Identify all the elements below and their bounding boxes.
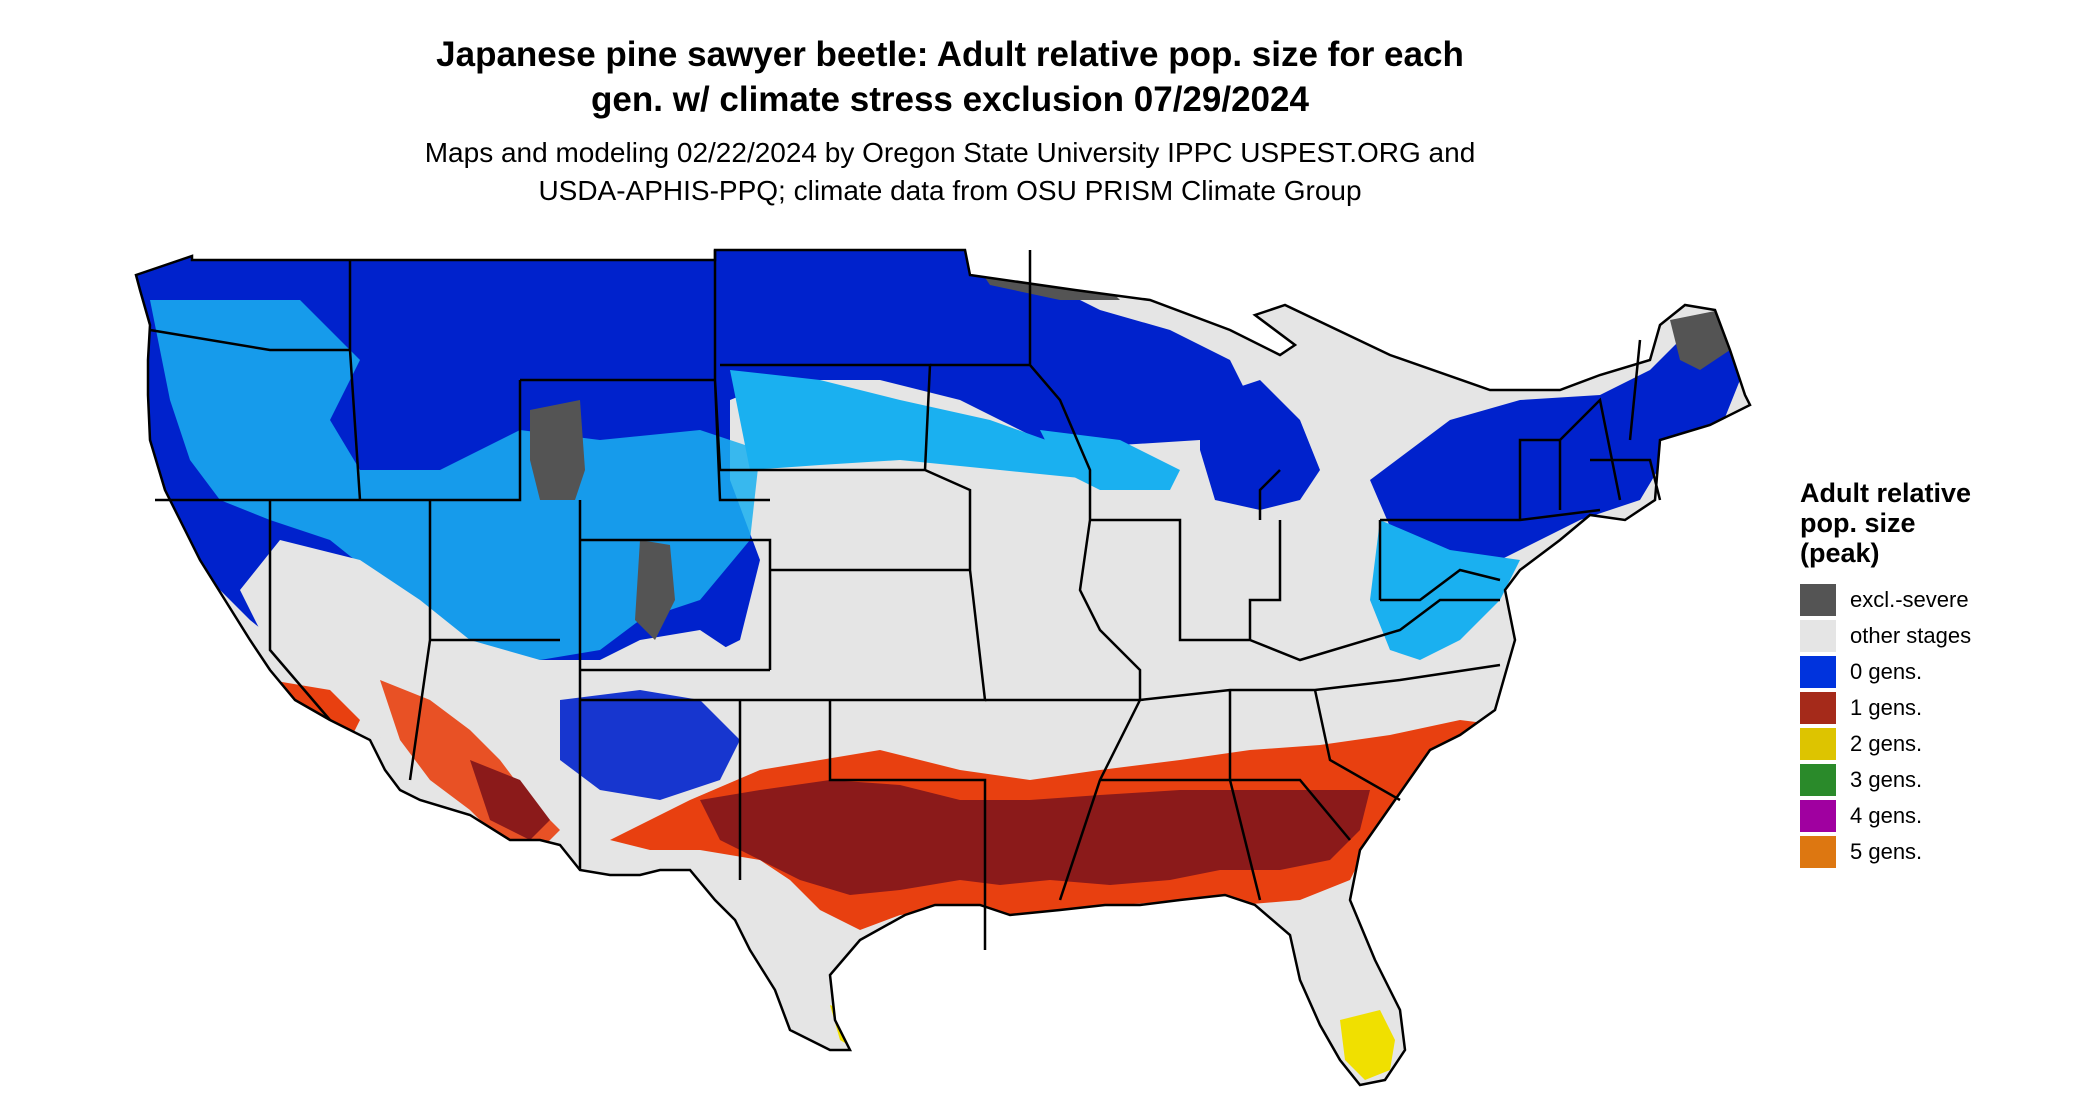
legend-swatch xyxy=(1800,620,1836,652)
map-title: Japanese pine sawyer beetle: Adult relat… xyxy=(180,32,1720,122)
legend-swatch xyxy=(1800,584,1836,616)
legend-item-1-gens: 1 gens. xyxy=(1800,690,2090,726)
legend-swatch xyxy=(1800,656,1836,688)
legend-swatch xyxy=(1800,764,1836,796)
state-borders-west xyxy=(149,250,987,950)
legend-item-5-gens: 5 gens. xyxy=(1800,834,2090,870)
state-borders-central xyxy=(930,250,1501,901)
map-subtitle-line-1: Maps and modeling 02/22/2024 by Oregon S… xyxy=(424,137,1476,168)
region-1-gens-dark-arizona xyxy=(470,760,550,840)
legend-swatch xyxy=(1800,800,1836,832)
legend-item-other-stages: other stages xyxy=(1800,618,2090,654)
legend-items: excl.-severe other stages 0 gens. 1 gens… xyxy=(1800,582,2090,870)
legend-item-excl-severe: excl.-severe xyxy=(1800,582,2090,618)
region-excl-maine xyxy=(1670,310,1730,370)
legend-label: 4 gens. xyxy=(1850,803,1923,828)
legend-label: 5 gens. xyxy=(1850,839,1923,864)
legend-title-line-3: (peak) xyxy=(1800,538,1880,568)
region-excl-wyoming xyxy=(530,400,585,500)
legend-label: 0 gens. xyxy=(1850,659,1923,684)
state-borders xyxy=(134,248,1752,1087)
region-2-gens-south-florida xyxy=(1340,1010,1395,1080)
region-1-gens-dark-south xyxy=(700,780,1370,895)
legend-label: other stages xyxy=(1850,623,1972,648)
region-0-gens-light-plains xyxy=(730,370,1130,480)
map-subtitle-line-2: USDA-APHIS-PPQ; climate data from OSU PR… xyxy=(538,175,1362,206)
map-title-line-1: Japanese pine sawyer beetle: Adult relat… xyxy=(436,35,1464,74)
region-excl-colorado xyxy=(635,540,675,640)
legend-item-4-gens: 4 gens. xyxy=(1800,798,2090,834)
region-0-gens-northeast xyxy=(1370,320,1740,570)
legend-label: excl.-severe xyxy=(1850,587,1969,612)
legend-title-line-1: Adult relative xyxy=(1800,478,1972,508)
state-borders-east xyxy=(1378,339,1662,602)
legend-swatch xyxy=(1800,728,1836,760)
legend-title-line-2: pop. size xyxy=(1800,508,1916,538)
legend-swatch xyxy=(1800,836,1836,868)
region-0-gens-light-great-lakes xyxy=(1040,430,1180,490)
legend-label: 3 gens. xyxy=(1850,767,1923,792)
legend: Adult relative pop. size (peak) excl.-se… xyxy=(1800,478,2090,870)
region-0-gens-north-central xyxy=(715,250,1260,445)
region-2-gens-san-diego xyxy=(405,800,420,820)
legend-label: 1 gens. xyxy=(1850,695,1923,720)
legend-item-3-gens: 3 gens. xyxy=(1800,762,2090,798)
map-title-line-2: gen. w/ climate stress exclusion 07/29/2… xyxy=(591,80,1309,119)
map-subtitle: Maps and modeling 02/22/2024 by Oregon S… xyxy=(180,134,1720,210)
region-0-gens-light-west xyxy=(150,300,760,660)
legend-label: 2 gens. xyxy=(1850,731,1923,756)
region-0-gens-southwest-mountains xyxy=(560,690,740,800)
legend-item-0-gens: 0 gens. xyxy=(1800,654,2090,690)
legend-item-2-gens: 2 gens. xyxy=(1800,726,2090,762)
region-0-gens-michigan xyxy=(1200,380,1320,510)
legend-title: Adult relative pop. size (peak) xyxy=(1800,478,2090,568)
legend-swatch xyxy=(1800,692,1836,724)
state-border-outline xyxy=(134,248,1752,1087)
